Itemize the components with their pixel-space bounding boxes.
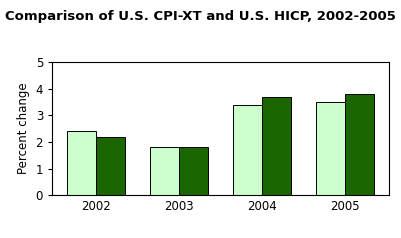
Bar [316,102,345,195]
Bar [67,131,96,195]
Y-axis label: Percent change: Percent change [17,83,30,174]
Bar [233,104,262,195]
Bar [150,147,179,195]
Bar [262,97,291,195]
Bar [96,137,126,195]
Bar [179,147,208,195]
Text: Comparison of U.S. CPI-XT and U.S. HICP, 2002-2005: Comparison of U.S. CPI-XT and U.S. HICP,… [5,10,396,23]
Bar [345,94,374,195]
